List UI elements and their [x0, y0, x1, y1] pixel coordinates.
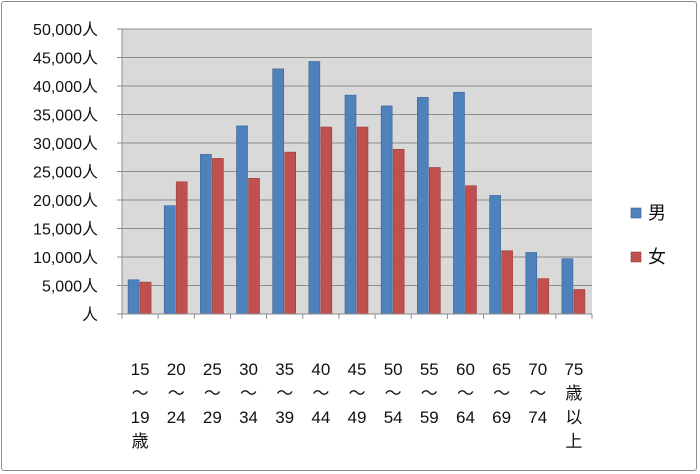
bar-female-1: [175, 181, 188, 315]
x-category-label: 39: [275, 408, 294, 427]
bar-female-7: [392, 148, 405, 315]
x-category-label: 24: [167, 408, 186, 427]
bar-male-1: [163, 205, 176, 315]
bar-male-0: [127, 279, 140, 315]
y-tick-label: 35,000人: [33, 107, 98, 125]
x-category-label: 40: [311, 360, 330, 379]
x-category-label: 65: [492, 360, 511, 379]
x-category-label: ～: [421, 384, 438, 403]
bar-female-6: [356, 126, 369, 315]
bar-female-0: [139, 281, 152, 315]
x-category-label: 50: [384, 360, 403, 379]
legend-swatch-male: [630, 207, 642, 219]
x-category-label: ～: [529, 384, 546, 403]
x-category-label: 60: [456, 360, 475, 379]
x-category-label: 55: [420, 360, 439, 379]
y-tick-label: 人: [82, 306, 98, 324]
bar-female-4: [284, 151, 296, 315]
x-category-label: 69: [492, 408, 511, 427]
x-category-label: ～: [240, 384, 257, 403]
x-category-label: ～: [385, 384, 402, 403]
x-category-label: 59: [420, 408, 439, 427]
y-tick-label: 40,000人: [33, 78, 98, 96]
bar-male-12: [561, 258, 574, 315]
x-category-label: 以: [565, 408, 582, 427]
x-category-label: 上: [565, 432, 582, 451]
x-category-label: 19: [131, 408, 150, 427]
bar-male-5: [308, 61, 321, 315]
y-tick-label: 20,000人: [33, 192, 98, 210]
x-category-label: 20: [167, 360, 186, 379]
y-tick-label: 50,000人: [33, 21, 98, 39]
x-category-label: ～: [168, 384, 185, 403]
x-category-label: ～: [132, 384, 149, 403]
x-category-label: 74: [528, 408, 547, 427]
legend-swatch-female: [630, 251, 642, 263]
bar-male-2: [200, 154, 212, 315]
x-category-label: 54: [384, 408, 403, 427]
x-category-label: 30: [239, 360, 258, 379]
bar-female-5: [320, 126, 333, 315]
legend: 男女: [630, 203, 666, 267]
x-category-label: ～: [204, 384, 221, 403]
bars: [127, 61, 586, 315]
bar-female-8: [429, 167, 441, 315]
x-category-label: 歳: [565, 384, 582, 403]
x-category-label: 歳: [132, 432, 149, 451]
bar-male-4: [272, 68, 284, 315]
x-category-label: ～: [457, 384, 474, 403]
bar-male-7: [380, 105, 393, 315]
legend-label-male: 男: [648, 203, 666, 223]
y-axis-ticks: 人 5,000人 10,000人 15,000人 20,000人 25,000人 30,00…: [33, 21, 122, 324]
y-tick-label: 25,000人: [33, 164, 98, 182]
x-category-label: ～: [349, 384, 366, 403]
x-category-label: 70: [528, 360, 547, 379]
bar-female-3: [248, 178, 260, 315]
x-category-label: ～: [493, 384, 510, 403]
x-category-label: ～: [276, 384, 293, 403]
x-axis-categories: 15 ～ 19 歳 20 ～ 24 25 ～ 29 30 ～ 34 35 ～ 39 40 ～ 44 45 ～ 49 50 ～ 5…: [131, 360, 584, 451]
y-tick-label: 10,000人: [33, 249, 98, 267]
bar-male-11: [525, 252, 538, 315]
bar-male-8: [417, 97, 429, 315]
x-category-label: 64: [456, 408, 475, 427]
bar-female-12: [573, 289, 586, 315]
x-category-label: 25: [203, 360, 222, 379]
bar-male-9: [453, 91, 465, 315]
x-category-label: 15: [131, 360, 150, 379]
x-category-label: 35: [275, 360, 294, 379]
y-tick-label: 45,000人: [33, 50, 98, 68]
bar-male-10: [489, 195, 501, 315]
bar-female-10: [501, 250, 513, 315]
x-category-label: 49: [348, 408, 367, 427]
y-tick-label: 30,000人: [33, 135, 98, 153]
y-tick-label: 15,000人: [33, 221, 98, 239]
bar-male-6: [344, 94, 357, 315]
y-tick-label: 5,000人: [42, 278, 98, 296]
x-category-label: 29: [203, 408, 222, 427]
bar-female-11: [537, 278, 550, 315]
x-category-label: 45: [348, 360, 367, 379]
legend-label-female: 女: [648, 247, 666, 267]
bar-male-3: [236, 125, 248, 315]
bar-female-2: [212, 158, 224, 315]
bar-female-9: [465, 185, 477, 315]
x-category-label: 44: [311, 408, 330, 427]
x-category-label: 75: [564, 360, 583, 379]
x-category-label: 34: [239, 408, 258, 427]
x-category-label: ～: [312, 384, 329, 403]
